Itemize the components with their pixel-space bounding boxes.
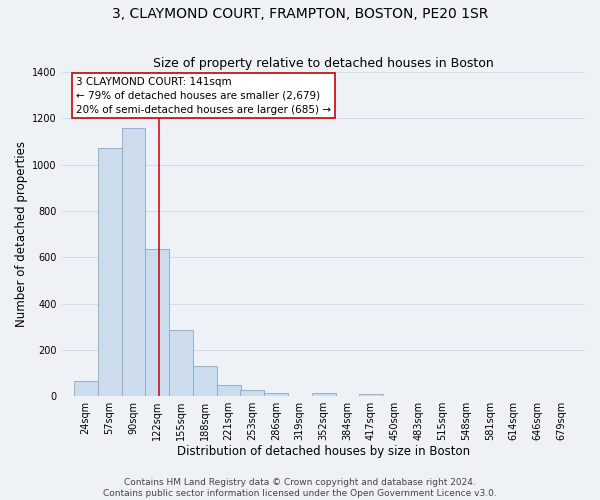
- Bar: [169, 330, 193, 396]
- Text: 3, CLAYMOND COURT, FRAMPTON, BOSTON, PE20 1SR: 3, CLAYMOND COURT, FRAMPTON, BOSTON, PE2…: [112, 8, 488, 22]
- Bar: [240, 390, 264, 396]
- Bar: [359, 394, 383, 396]
- X-axis label: Distribution of detached houses by size in Boston: Distribution of detached houses by size …: [177, 444, 470, 458]
- Bar: [122, 128, 145, 396]
- Bar: [145, 249, 169, 396]
- Text: Contains HM Land Registry data © Crown copyright and database right 2024.
Contai: Contains HM Land Registry data © Crown c…: [103, 478, 497, 498]
- Bar: [74, 381, 98, 396]
- Bar: [217, 385, 241, 396]
- Text: 3 CLAYMOND COURT: 141sqm
← 79% of detached houses are smaller (2,679)
20% of sem: 3 CLAYMOND COURT: 141sqm ← 79% of detach…: [76, 76, 331, 114]
- Bar: [98, 148, 122, 396]
- Y-axis label: Number of detached properties: Number of detached properties: [15, 141, 28, 327]
- Bar: [193, 366, 217, 396]
- Title: Size of property relative to detached houses in Boston: Size of property relative to detached ho…: [153, 56, 494, 70]
- Bar: [264, 392, 288, 396]
- Bar: [312, 392, 335, 396]
